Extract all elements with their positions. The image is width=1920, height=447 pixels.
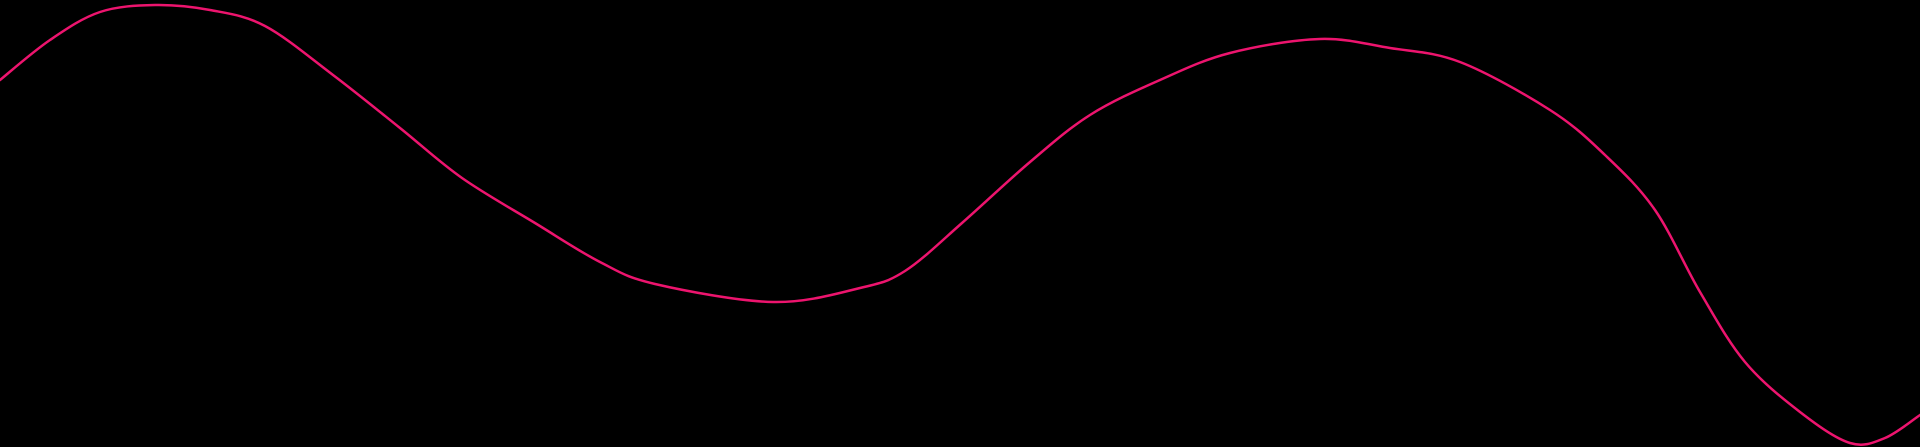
curve-line [0, 3, 1920, 446]
